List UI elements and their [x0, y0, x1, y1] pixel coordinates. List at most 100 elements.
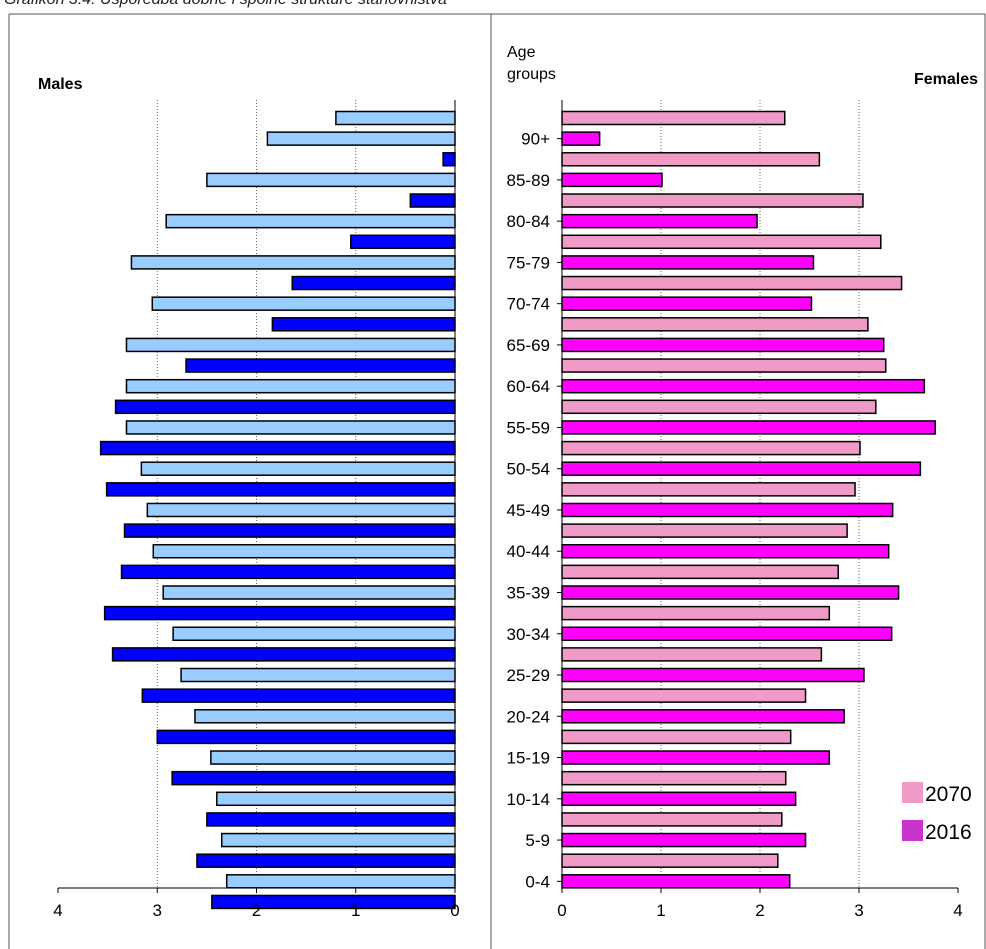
- female-bar-2016: [562, 875, 790, 888]
- age-group-label: 75-79: [507, 253, 550, 272]
- male-bar-2070: [267, 132, 455, 145]
- age-group-label: 50-54: [507, 460, 550, 479]
- age-group-label: 20-24: [507, 707, 550, 726]
- male-bar-2070: [153, 545, 455, 558]
- age-group-label: 0-4: [525, 872, 550, 891]
- male-bar-2016: [272, 318, 455, 331]
- female-tick-label: 3: [854, 901, 863, 920]
- male-bar-2070: [211, 751, 455, 764]
- female-bar-2070: [562, 565, 838, 578]
- male-bar-2016: [292, 277, 455, 290]
- age-group-label: 45-49: [507, 501, 550, 520]
- female-bar-2070: [562, 648, 821, 661]
- female-bar-2070: [562, 607, 829, 620]
- male-bar-2070: [336, 112, 455, 125]
- age-group-label: 85-89: [507, 171, 550, 190]
- age-group-label: 25-29: [507, 666, 550, 685]
- female-bar-2016: [562, 462, 920, 475]
- male-bar-2016: [142, 689, 455, 702]
- male-bar-2016: [212, 895, 455, 908]
- female-bar-2016: [562, 338, 884, 351]
- male-bar-2016: [410, 194, 455, 207]
- male-bar-2070: [147, 503, 455, 516]
- male-bar-2070: [222, 834, 455, 847]
- female-bar-2016: [562, 586, 899, 599]
- male-bar-2070: [227, 875, 455, 888]
- female-bar-2070: [562, 483, 855, 496]
- male-bar-2070: [217, 792, 455, 805]
- male-bar-2016: [172, 772, 455, 785]
- age-group-label: 15-19: [507, 749, 550, 768]
- male-tick-label: 4: [53, 901, 62, 920]
- female-bar-2016: [562, 173, 662, 186]
- females-label: Females: [914, 71, 978, 88]
- female-bar-2016: [562, 421, 935, 434]
- age-group-label: 70-74: [507, 295, 550, 314]
- female-bar-2016: [562, 132, 600, 145]
- female-tick-label: 0: [557, 901, 566, 920]
- male-bar-2016: [105, 607, 455, 620]
- female-bar-2016: [562, 380, 924, 393]
- female-bar-2016: [562, 503, 893, 516]
- female-bar-2016: [562, 792, 796, 805]
- female-bar-2016: [562, 751, 829, 764]
- male-bar-2016: [351, 235, 455, 248]
- age-group-label: 55-59: [507, 418, 550, 437]
- male-bar-2070: [126, 421, 455, 434]
- female-bar-2016: [562, 297, 811, 310]
- legend-swatch-2016: [902, 820, 923, 841]
- male-bar-2016: [443, 153, 455, 166]
- male-bar-2070: [166, 215, 455, 228]
- age-axis-title: Age: [507, 44, 536, 61]
- age-group-label: 5-9: [525, 831, 550, 850]
- male-bar-2070: [126, 338, 455, 351]
- age-group-label: 10-14: [507, 790, 550, 809]
- age-group-label: 40-44: [507, 542, 550, 561]
- male-tick-label: 1: [351, 901, 360, 920]
- female-bar-2070: [562, 772, 786, 785]
- female-bar-2070: [562, 524, 847, 537]
- female-bar-2070: [562, 442, 860, 455]
- legend-label-2070: 2070: [925, 783, 972, 806]
- female-bar-2070: [562, 854, 778, 867]
- female-bar-2016: [562, 669, 864, 682]
- female-bar-2070: [562, 318, 868, 331]
- legend-swatch-2070: [902, 782, 923, 803]
- male-bar-2016: [101, 442, 455, 455]
- male-tick-label: 0: [450, 901, 459, 920]
- female-bar-2016: [562, 215, 757, 228]
- female-bar-2070: [562, 359, 886, 372]
- female-tick-label: 1: [656, 901, 665, 920]
- male-bar-2070: [181, 669, 455, 682]
- female-bar-2070: [562, 277, 902, 290]
- female-bar-2016: [562, 834, 806, 847]
- male-bar-2016: [157, 730, 455, 743]
- female-bar-2070: [562, 689, 806, 702]
- male-bar-2016: [186, 359, 455, 372]
- male-bar-2070: [195, 710, 455, 723]
- chart-frame: [9, 14, 985, 949]
- male-bar-2070: [126, 380, 455, 393]
- female-bar-2070: [562, 194, 863, 207]
- legend: 2070 2016: [902, 782, 972, 844]
- male-bar-2070: [173, 627, 455, 640]
- legend-label-2016: 2016: [925, 821, 972, 844]
- age-group-label: 90+: [521, 130, 550, 149]
- male-tick-label: 2: [252, 901, 261, 920]
- males-label: Males: [38, 76, 83, 93]
- male-tick-label: 3: [153, 901, 162, 920]
- male-bar-2016: [207, 813, 455, 826]
- male-bar-2070: [152, 297, 455, 310]
- female-bar-2070: [562, 153, 819, 166]
- female-bar-2070: [562, 813, 782, 826]
- female-bar-2070: [562, 730, 791, 743]
- male-bar-2016: [116, 400, 455, 413]
- female-tick-label: 4: [953, 901, 962, 920]
- female-bar-2070: [562, 400, 876, 413]
- male-bar-2016: [107, 483, 455, 496]
- age-group-label: 35-39: [507, 583, 550, 602]
- male-bar-2016: [197, 854, 455, 867]
- male-bar-2070: [131, 256, 455, 269]
- male-bar-2070: [163, 586, 455, 599]
